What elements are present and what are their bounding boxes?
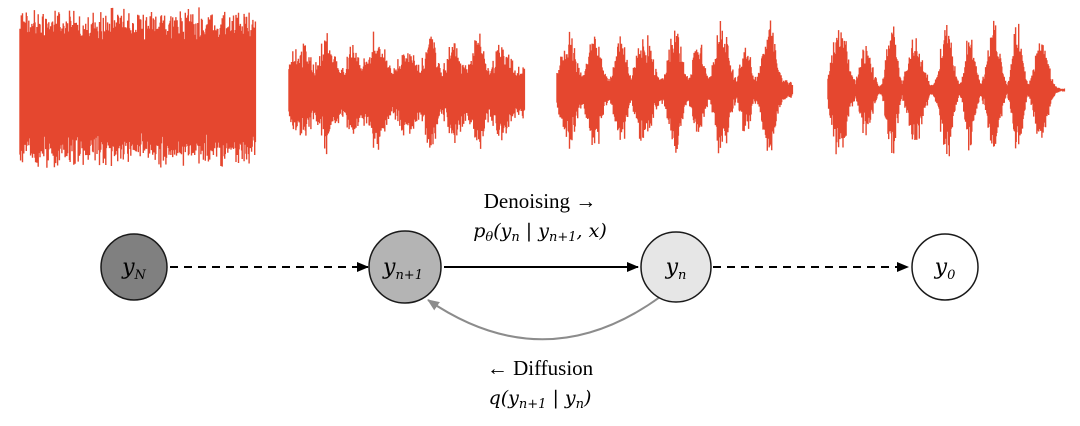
waveform-pure-noise bbox=[19, 7, 257, 168]
node-yn-plus-1: yn+1 bbox=[368, 230, 442, 304]
diffusion-formula: q(yn+1 | yn) bbox=[489, 387, 592, 412]
svg-text:yn+1: yn+1 bbox=[382, 255, 423, 283]
denoising-title: Denoising → bbox=[484, 189, 597, 213]
waveform-strip bbox=[19, 7, 1066, 168]
waveform-clean bbox=[827, 20, 1066, 157]
waveform-partly-denoised bbox=[556, 20, 794, 154]
node-y0: y0 bbox=[911, 233, 979, 301]
diffusion-edge bbox=[427, 296, 661, 341]
diffusion-title: ← Diffusion bbox=[487, 356, 594, 380]
waveform-mostly-noise bbox=[288, 31, 526, 155]
svg-text:yN: yN bbox=[121, 255, 146, 283]
denoising-formula: pθ(yn | yn+1, x) bbox=[473, 220, 607, 245]
svg-text:y0: y0 bbox=[934, 255, 956, 283]
node-yN: yN bbox=[100, 233, 168, 301]
svg-text:yn: yn bbox=[665, 255, 687, 283]
node-yn: yn bbox=[640, 231, 712, 303]
